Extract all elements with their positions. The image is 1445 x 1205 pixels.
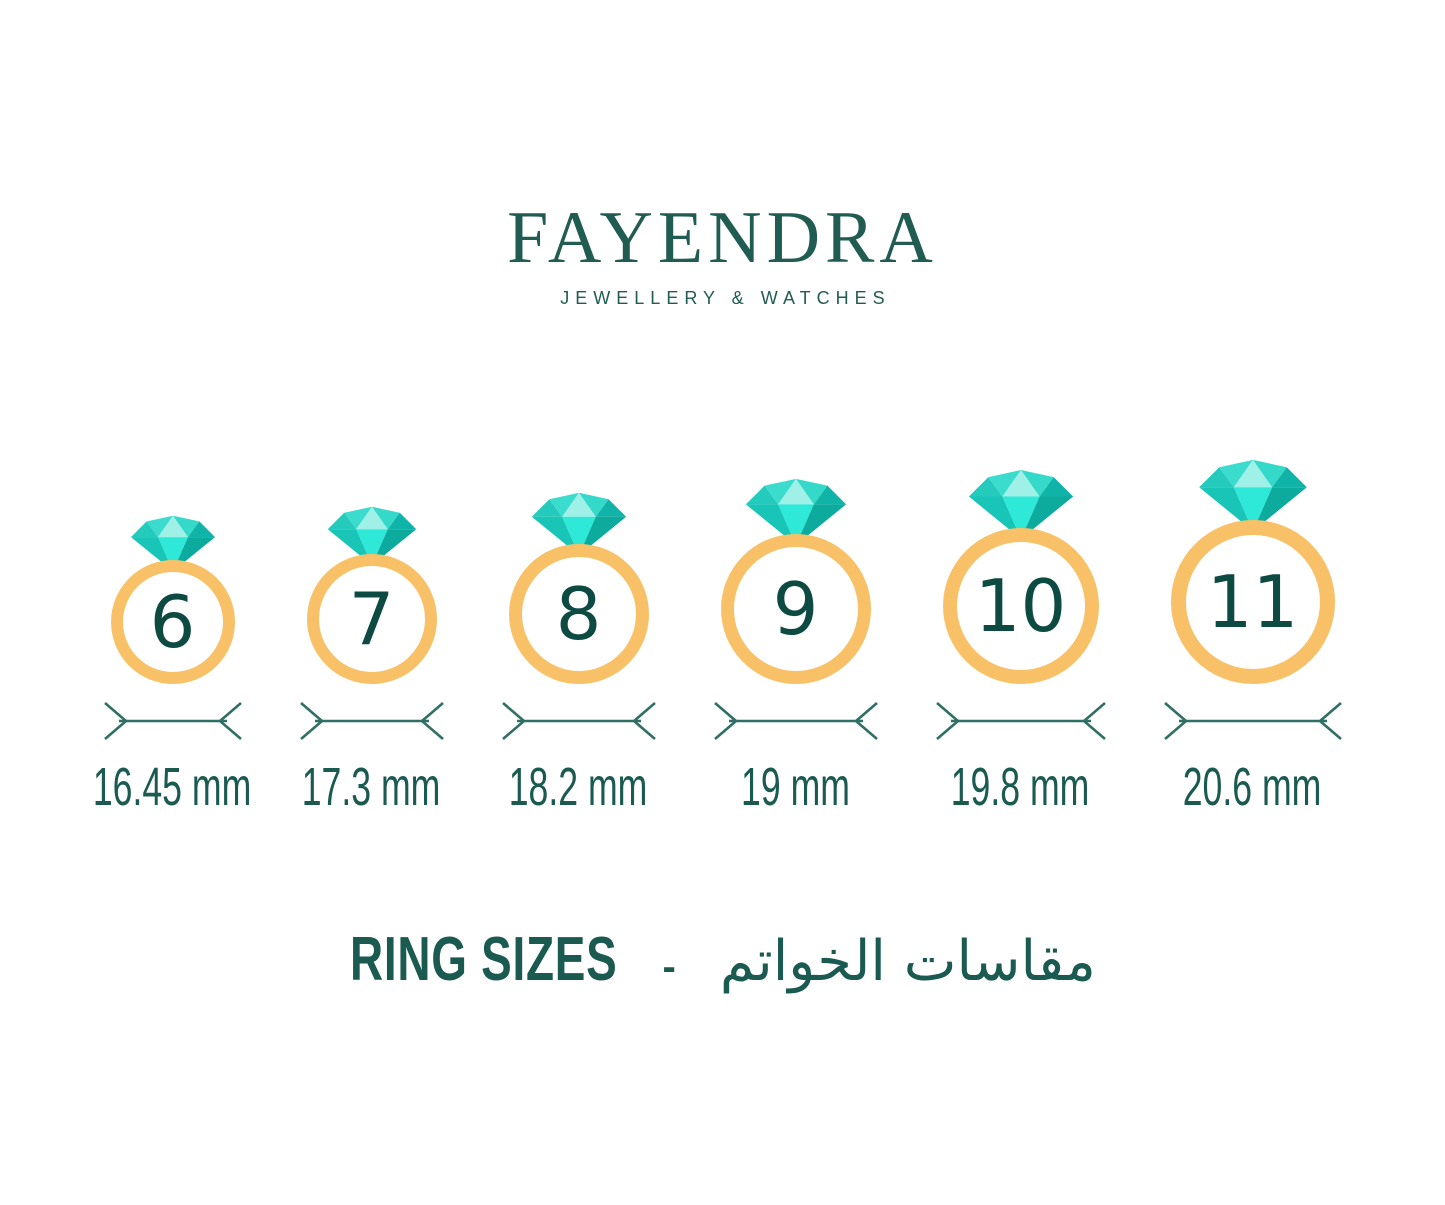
ring-size-number: 7: [348, 576, 395, 661]
diameter-arrow-icon: [103, 701, 242, 740]
ring-band: 11: [1170, 519, 1335, 684]
ring-column-size-11: 11 20.6 mm: [1161, 459, 1345, 814]
brand-name: FAYENDRA: [507, 197, 938, 279]
ring-band: 9: [720, 533, 871, 684]
ring-size-number: 11: [1206, 559, 1299, 644]
ring-size-number: 10: [974, 563, 1067, 648]
ring-size-row: 6 16.45 mm 7 17.3 mm 8: [0, 459, 1445, 814]
ring-size-guide: FAYENDRA JEWELLERY & WATCHES 6 16.45 mm …: [0, 0, 1445, 995]
ring-column-size-9: 9 19 mm: [711, 478, 881, 814]
ring-column-size-7: 7 17.3 mm: [297, 506, 447, 814]
ring-band: 6: [110, 559, 235, 684]
diameter-label: 20.6 mm: [1183, 756, 1322, 817]
brand-logo: FAYENDRA JEWELLERY & WATCHES: [0, 0, 1445, 309]
diameter-arrow-icon: [1163, 701, 1342, 740]
ring-size-number: 8: [555, 571, 602, 656]
diameter-label: 19.8 mm: [951, 756, 1090, 817]
brand-tagline: JEWELLERY & WATCHES: [560, 287, 891, 308]
title-english: RING SIZES: [350, 924, 618, 994]
diameter-arrow-icon: [935, 701, 1106, 740]
title-arabic: مقاسات الخواتم: [719, 928, 1096, 994]
diameter-arrow-icon: [713, 701, 878, 740]
diameter-label: 19 mm: [741, 756, 850, 817]
ring-band: 10: [942, 527, 1099, 684]
ring-band: 7: [306, 553, 437, 684]
ring-column-size-6: 6 16.45 mm: [93, 515, 252, 814]
diameter-label: 17.3 mm: [302, 756, 441, 817]
ring-column-size-10: 10 19.8 mm: [933, 469, 1109, 814]
ring-column-size-8: 8 18.2 mm: [499, 492, 659, 814]
ring-size-number: 6: [149, 579, 196, 664]
ring-band: 8: [508, 543, 649, 684]
diameter-label: 16.45 mm: [93, 756, 252, 817]
diameter-arrow-icon: [501, 701, 656, 740]
ring-size-number: 9: [772, 566, 819, 651]
title-separator: -: [662, 944, 676, 989]
page-title: RING SIZES - مقاسات الخواتم: [0, 924, 1445, 995]
diameter-label: 18.2 mm: [509, 756, 648, 817]
diameter-arrow-icon: [299, 701, 444, 740]
